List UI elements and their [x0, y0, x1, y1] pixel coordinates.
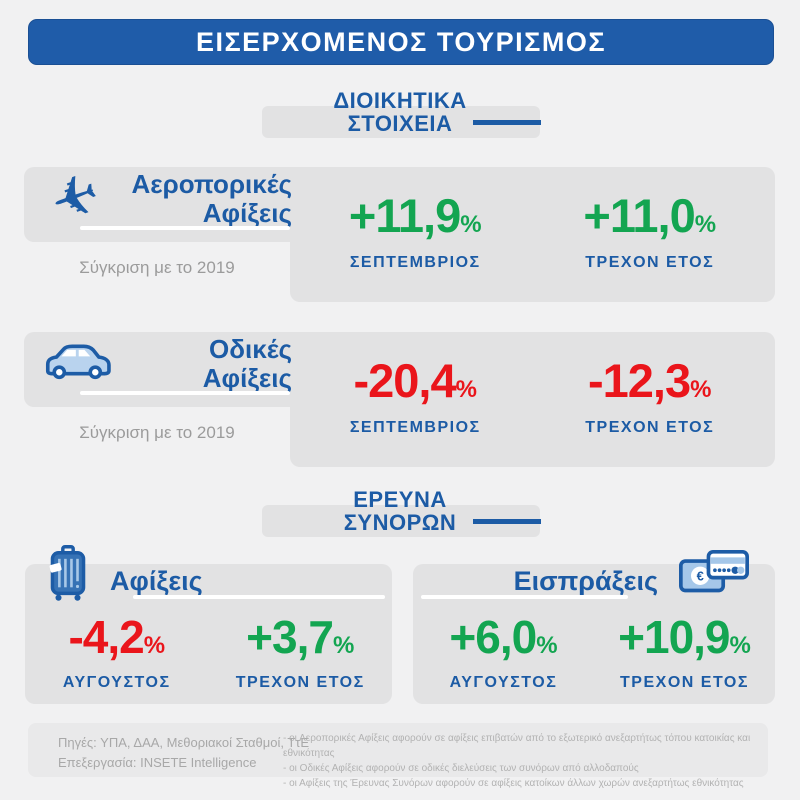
metric-label: ΣΕΠΤΕΜΒΡΙΟΣ: [349, 254, 481, 271]
metric-value: +11,0%: [583, 189, 717, 242]
road-arrivals-metrics-box: -20,4% ΣΕΠΤΕΜΒΡΙΟΣ -12,3% ΤΡΕΧΟΝ ΕΤΟΣ: [290, 332, 775, 467]
percent-sign: %: [694, 211, 717, 238]
metric-value: +10,9%: [618, 611, 751, 663]
percent-sign: %: [332, 632, 355, 659]
metric-label: ΑΥΓΟΥΣΤΟΣ: [449, 674, 558, 691]
road-arrivals-month-metric: -20,4% ΣΕΠΤΕΜΒΡΙΟΣ: [298, 332, 533, 467]
air-arrivals-compare-note: Σύγκριση με το 2019: [79, 258, 235, 277]
metric-label: ΤΡΕΧΟΝ ΕΤΟΣ: [585, 419, 715, 436]
admin-section-dash: [473, 120, 541, 125]
percent-sign: %: [460, 211, 482, 238]
survey-section-title-line2: ΣΥΝΟΡΩΝ: [343, 510, 457, 535]
road-arrivals-title: Οδικές Αφίξεις: [90, 335, 292, 393]
metric-value: +6,0%: [449, 611, 558, 663]
percent-sign: %: [455, 376, 477, 403]
metric-value: -12,3%: [588, 354, 712, 407]
air-arrivals-month-metric: +11,9% ΣΕΠΤΕΜΒΡΙΟΣ: [298, 167, 533, 302]
metric-label: ΣΕΠΤΕΜΒΡΙΟΣ: [349, 419, 481, 436]
air-arrivals-title: Αεροπορικές Αφίξεις: [90, 170, 292, 228]
admin-section-title: ΔΙΟΙΚΗΤΙΚΑ ΣΤΟΙΧΕΙΑ: [260, 89, 540, 135]
footer-note: - οι Αφίξεις της Έρευνας Συνόρων αφορούν…: [283, 778, 744, 789]
survey-receipts-month-metric: +6,0% ΑΥΓΟΥΣΤΟΣ: [413, 614, 594, 692]
metric-label: ΤΡΕΧΟΝ ΕΤΟΣ: [620, 674, 749, 691]
survey-section-title-line1: ΕΡΕΥΝΑ: [353, 487, 447, 512]
footer-notes: - οι Αεροπορικές Αφίξεις αφορούν σε αφίξ…: [283, 731, 763, 791]
survey-arrivals-underline: [133, 595, 385, 599]
survey-arrivals-metrics: -4,2% ΑΥΓΟΥΣΤΟΣ +3,7% ΤΡΕΧΟΝ ΕΤΟΣ: [25, 614, 392, 692]
percent-sign: %: [536, 632, 558, 659]
road-arrivals-title-line1: Οδικές: [209, 334, 292, 364]
air-arrivals-underline: [80, 226, 290, 230]
road-arrivals-underline: [80, 391, 290, 395]
survey-section-title: ΕΡΕΥΝΑ ΣΥΝΟΡΩΝ: [260, 488, 540, 534]
metric-label: ΤΡΕΧΟΝ ΕΤΟΣ: [235, 674, 365, 691]
road-arrivals-compare-note: Σύγκριση με το 2019: [79, 423, 235, 442]
page-title: ΕΙΣΕΡΧΟΜΕΝΟΣ ΤΟΥΡΙΣΜΟΣ: [28, 19, 774, 65]
metric-value: -20,4%: [353, 354, 477, 407]
admin-section-title-line2: ΣΤΟΙΧΕΙΑ: [347, 111, 453, 136]
air-arrivals-ytd-metric: +11,0% ΤΡΕΧΟΝ ΕΤΟΣ: [533, 167, 768, 302]
footer-note: - οι Αεροπορικές Αφίξεις αφορούν σε αφίξ…: [283, 733, 751, 759]
road-arrivals-title-line2: Αφίξεις: [202, 363, 292, 393]
survey-section-dash: [473, 519, 541, 524]
survey-receipts-ytd-metric: +10,9% ΤΡΕΧΟΝ ΕΤΟΣ: [594, 614, 775, 692]
air-arrivals-metrics-box: +11,9% ΣΕΠΤΕΜΒΡΙΟΣ +11,0% ΤΡΕΧΟΝ ΕΤΟΣ: [290, 167, 775, 302]
footer-sources-line1: Πηγές: ΥΠΑ, ΔΑΑ, Μεθοριακοί Σταθμοί, ΤτΕ: [58, 735, 310, 750]
footer-sources: Πηγές: ΥΠΑ, ΔΑΑ, Μεθοριακοί Σταθμοί, ΤτΕ…: [58, 733, 309, 773]
footer-panel: [28, 723, 768, 777]
survey-receipts-metrics: +6,0% ΑΥΓΟΥΣΤΟΣ +10,9% ΤΡΕΧΟΝ ΕΤΟΣ: [413, 614, 775, 692]
percent-sign: %: [729, 632, 751, 659]
suitcase-icon: [48, 544, 88, 602]
air-arrivals-title-line2: Αφίξεις: [202, 198, 292, 228]
percent-sign: %: [690, 376, 712, 403]
survey-arrivals-month-metric: -4,2% ΑΥΓΟΥΣΤΟΣ: [25, 614, 209, 692]
survey-arrivals-ytd-metric: +3,7% ΤΡΕΧΟΝ ΕΤΟΣ: [209, 614, 393, 692]
survey-receipts-title: Εισπράξεις: [513, 566, 658, 596]
percent-sign: %: [143, 632, 166, 659]
admin-section-title-line1: ΔΙΟΙΚΗΤΙΚΑ: [333, 88, 467, 113]
metric-value: -4,2%: [68, 611, 166, 663]
metric-label: ΑΥΓΟΥΣΤΟΣ: [62, 674, 171, 691]
metric-label: ΤΡΕΧΟΝ ΕΤΟΣ: [585, 254, 715, 271]
footer-sources-line2: Επεξεργασία: INSETE Intelligence: [58, 755, 257, 770]
survey-arrivals-title: Αφίξεις: [110, 566, 203, 596]
survey-arrivals-card: [25, 564, 392, 704]
svg-text:€: €: [697, 568, 704, 583]
air-arrivals-title-line1: Αεροπορικές: [131, 169, 292, 199]
survey-receipts-underline: [421, 595, 628, 599]
road-arrivals-ytd-metric: -12,3% ΤΡΕΧΟΝ ΕΤΟΣ: [533, 332, 768, 467]
metric-value: +3,7%: [246, 611, 355, 663]
credit-cards-icon: €: [678, 549, 750, 597]
footer-note: - οι Οδικές Αφίξεις αφορούν σε οδικές δι…: [283, 763, 639, 774]
car-icon: [42, 341, 114, 381]
metric-value: +11,9%: [348, 189, 482, 242]
